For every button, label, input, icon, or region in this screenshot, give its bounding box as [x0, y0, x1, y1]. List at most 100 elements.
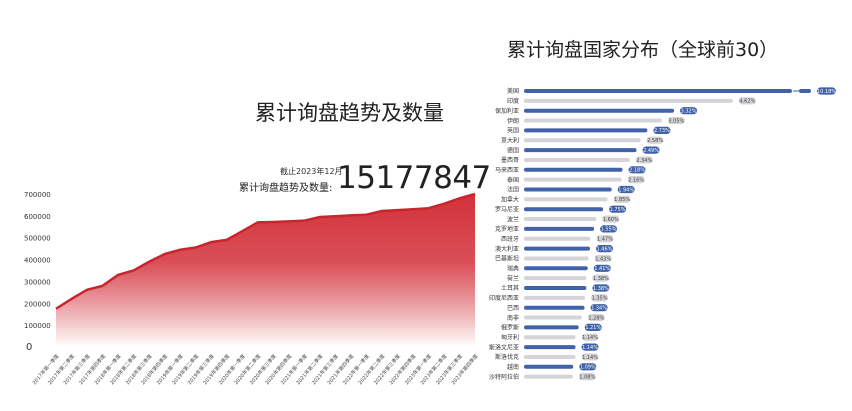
value-label-bg	[738, 97, 756, 105]
y-tick-label: 0	[26, 342, 32, 353]
category-label: 俄罗斯	[501, 324, 519, 332]
category-label: 泰国	[507, 176, 519, 184]
bar-chart-title: 累计询盘国家分布（全球前30）	[507, 39, 779, 61]
category-label: 克罗地亚	[495, 225, 519, 233]
category-label: 匈牙利	[501, 333, 519, 341]
value-label: 1.55%	[601, 227, 617, 233]
value-label: 1.47%	[597, 237, 613, 243]
value-label: 1.75%	[610, 207, 626, 213]
y-tick-label: 500000	[24, 235, 51, 243]
value-label-bg	[653, 126, 671, 134]
category-label: 斯洛文尼亚	[489, 343, 519, 351]
y-tick-label: 600000	[24, 213, 51, 221]
value-label: 1.34%	[591, 306, 607, 312]
value-label: 2.73%	[654, 128, 670, 134]
value-label: 1.09%	[580, 365, 596, 371]
category-label: 波兰	[507, 215, 519, 223]
value-label-bg	[581, 353, 599, 361]
category-label: 南非	[507, 314, 519, 322]
value-label-bg	[628, 166, 646, 174]
y-tick-label: 700000	[24, 191, 51, 199]
value-label: 1.08%	[579, 374, 595, 380]
value-label: 3.32%	[681, 109, 697, 115]
value-label: 1.38%	[593, 286, 609, 292]
value-label-bg	[817, 87, 836, 95]
value-label: 10.18%	[817, 89, 836, 95]
bar	[524, 108, 675, 113]
category-label: 斯洛伐克	[495, 353, 519, 361]
y-tick-label: 100000	[24, 322, 51, 330]
value-label-bg	[617, 185, 635, 194]
as-of-date: 截止2023年12月	[280, 167, 343, 176]
value-label: 1.28%	[588, 315, 604, 321]
category-label: 沙特阿拉伯	[489, 373, 519, 381]
value-label: 1.43%	[595, 256, 611, 262]
category-label: 土耳其	[501, 284, 519, 292]
bar	[524, 354, 576, 359]
bar	[524, 138, 641, 143]
bar	[524, 315, 582, 320]
bar	[524, 266, 588, 271]
value-label: 1.21%	[585, 325, 601, 331]
category-label: 澳大利亚	[495, 245, 519, 253]
value-label: 2.16%	[628, 177, 644, 183]
value-label-bg	[680, 107, 698, 115]
value-label-bg	[609, 205, 627, 213]
value-label: 2.34%	[636, 158, 652, 164]
value-label: 1.38%	[593, 276, 609, 282]
bar	[524, 286, 587, 290]
value-label-bg	[596, 235, 614, 243]
value-label-bg	[592, 284, 610, 292]
value-label: 2.18%	[629, 168, 645, 174]
bar	[524, 345, 576, 350]
total-label: 累计询盘趋势及数量:	[239, 183, 333, 194]
category-label: 印度尼西亚	[489, 294, 519, 302]
category-label: 意大利	[501, 136, 519, 144]
category-label: 英国	[507, 127, 519, 135]
value-label-bg	[581, 333, 599, 341]
category-label: 罗马尼亚	[495, 205, 519, 213]
category-label: 瑞典	[507, 265, 519, 273]
value-label: 1.35%	[592, 296, 608, 302]
category-label: 法国	[507, 186, 519, 194]
category-label: 荷兰	[507, 274, 519, 282]
bar	[524, 207, 604, 212]
bar	[524, 335, 576, 340]
bar	[524, 276, 587, 281]
bar	[524, 374, 573, 379]
bar	[524, 325, 579, 330]
value-label-bg	[667, 116, 685, 125]
bar	[524, 305, 585, 310]
category-label: 印度	[507, 97, 519, 105]
value-label-bg	[600, 225, 618, 233]
area-fill	[56, 194, 475, 347]
bar	[524, 128, 648, 133]
value-label: 2.49%	[643, 148, 659, 154]
category-label: 巴基斯坦	[495, 255, 519, 263]
value-label-bg	[595, 245, 613, 253]
category-label: 美国	[507, 87, 519, 95]
value-label: 4.62%	[739, 99, 755, 105]
bar	[524, 167, 623, 172]
value-label-bg	[590, 304, 608, 312]
bar	[524, 148, 637, 153]
bar	[524, 256, 589, 261]
value-label: 1.94%	[618, 187, 634, 193]
bar	[524, 197, 608, 202]
value-label: 3.05%	[668, 118, 684, 124]
bar	[524, 157, 630, 162]
value-label-bg	[642, 146, 660, 154]
value-label-bg	[613, 195, 631, 203]
value-label: 1.14%	[582, 355, 598, 361]
value-label-bg	[646, 136, 664, 144]
total-value: 15177847	[337, 160, 491, 196]
value-label-bg	[635, 156, 653, 164]
area-line	[55, 192, 476, 310]
bar	[524, 246, 590, 251]
bar	[524, 98, 733, 103]
value-label: 1.14%	[582, 335, 598, 341]
value-label: 2.58%	[647, 138, 663, 144]
value-label: 1.41%	[594, 266, 610, 272]
